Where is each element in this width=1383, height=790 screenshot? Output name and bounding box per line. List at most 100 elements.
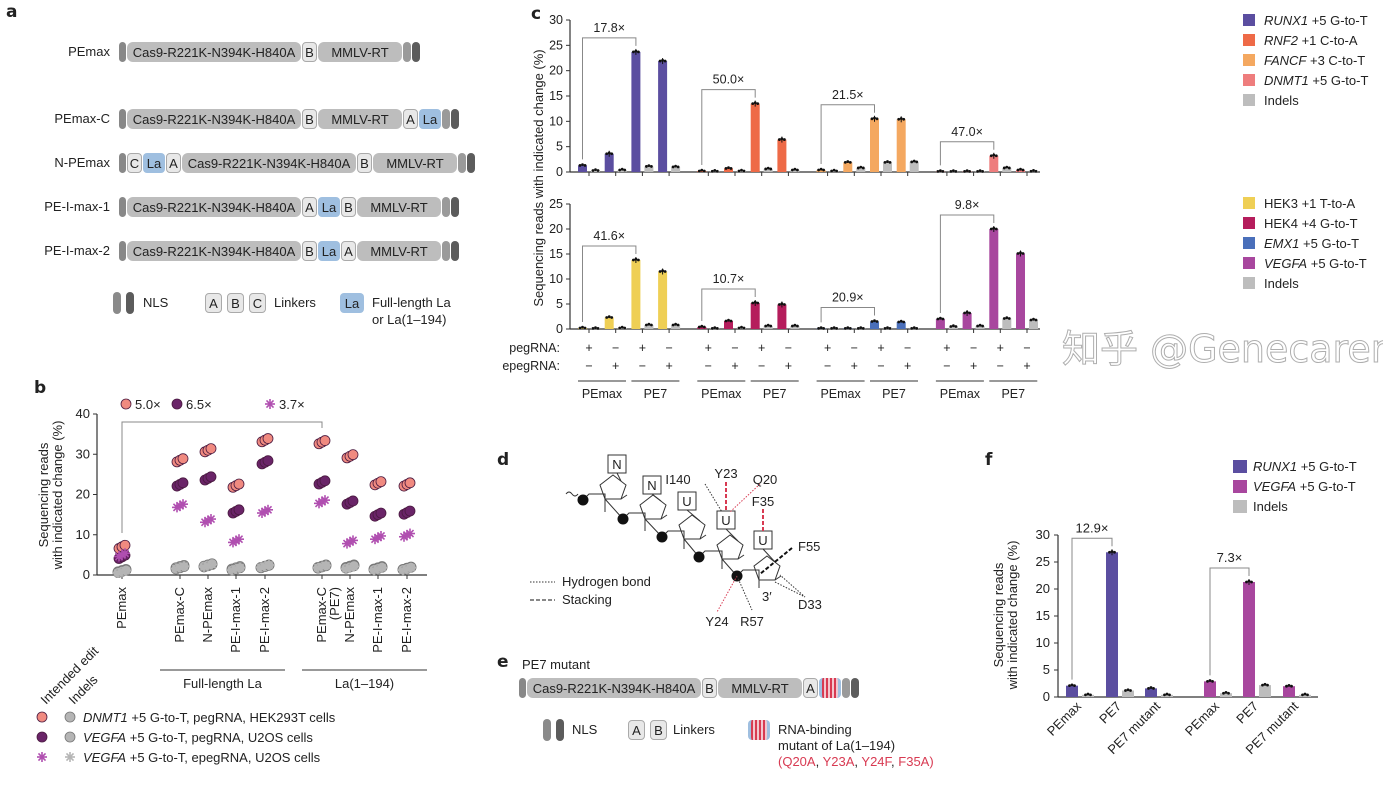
la-domain: La bbox=[143, 153, 165, 173]
replicate-dot bbox=[939, 169, 942, 173]
pegrna-sign: + bbox=[585, 341, 592, 355]
watermark: 知乎 @Genecarer bbox=[1061, 327, 1383, 372]
edit-bar bbox=[1204, 681, 1216, 697]
legend-la-box: La bbox=[340, 293, 364, 313]
replicate-dot bbox=[793, 167, 797, 171]
replicate-dot bbox=[936, 170, 940, 173]
replicate-dot bbox=[753, 300, 757, 304]
replicate-dot bbox=[783, 138, 786, 141]
replicate-dot bbox=[591, 169, 595, 172]
pegrna-sign: + bbox=[943, 341, 950, 355]
replicate-dot bbox=[1016, 252, 1020, 255]
replicate-dot bbox=[697, 325, 701, 329]
fold-change-label: 47.0× bbox=[951, 125, 983, 139]
linker-domain: B bbox=[357, 153, 372, 173]
category-label-text: N-PEmax bbox=[342, 587, 357, 643]
replicate-dot bbox=[783, 303, 786, 306]
category-label-text: PE-I-max-2 bbox=[399, 587, 414, 653]
hatched-circle-marker bbox=[347, 495, 359, 507]
replicate-dot bbox=[737, 326, 741, 330]
edit-bar bbox=[989, 229, 999, 329]
epegrna-sign: + bbox=[785, 359, 792, 373]
group-label: Full-length La bbox=[183, 676, 263, 691]
asterisk-stroke bbox=[65, 752, 75, 762]
replicate-dot bbox=[952, 324, 955, 328]
hatched-circle-marker bbox=[262, 455, 274, 467]
replicate-dot bbox=[915, 160, 919, 164]
replicate-dot bbox=[780, 302, 784, 306]
replicate-dot bbox=[992, 153, 996, 157]
replicate-dot bbox=[886, 326, 889, 329]
legend-nls-label: NLS bbox=[143, 295, 169, 310]
hatched-circle-marker bbox=[375, 507, 387, 519]
y-tick-label: 25 bbox=[549, 197, 563, 211]
replicate-dot bbox=[605, 316, 609, 319]
residue-d33: D33 bbox=[798, 597, 822, 612]
y-tick-label: 0 bbox=[1043, 689, 1050, 704]
indel-bar bbox=[948, 326, 958, 329]
replicate-dot bbox=[910, 160, 914, 164]
nls-icon bbox=[119, 153, 126, 173]
editor-label: PE7 bbox=[1001, 387, 1025, 401]
y-tick-label: 30 bbox=[1036, 527, 1050, 542]
replicate-dot bbox=[676, 165, 680, 169]
edit-bar bbox=[604, 317, 614, 329]
asterisk-stroke bbox=[405, 529, 415, 538]
mutation: Y23A bbox=[822, 754, 855, 769]
cas9-domain: Cas9-R221K-N394K-H840A bbox=[127, 197, 301, 217]
fold-change-bracket bbox=[582, 245, 637, 322]
indel-bar bbox=[1002, 167, 1012, 172]
fold-change-bracket bbox=[121, 421, 323, 533]
replicate-dot bbox=[764, 324, 768, 328]
replicate-dot bbox=[848, 160, 852, 164]
edit-bar bbox=[631, 260, 641, 329]
asterisk-stroke bbox=[264, 560, 274, 570]
legend-linkers-label: Linkers bbox=[673, 722, 715, 737]
legend-swatch bbox=[1243, 94, 1255, 106]
edit-bar bbox=[724, 168, 733, 172]
y-tick-label: 0 bbox=[556, 165, 563, 179]
replicate-dot bbox=[1019, 167, 1022, 171]
replicate-dot bbox=[888, 160, 892, 164]
pegrna-sign: − bbox=[904, 341, 911, 355]
asterisk-marker bbox=[235, 562, 245, 573]
mmlv-rt-domain: MMLV-RT bbox=[718, 678, 802, 698]
replicate-dot bbox=[594, 326, 597, 329]
nls-icon bbox=[519, 678, 526, 698]
linker-domain: A bbox=[302, 197, 317, 217]
y-tick-label: 5 bbox=[556, 297, 563, 311]
replicate-dot bbox=[1129, 689, 1132, 692]
hydrogen-bond-legend: Hydrogen bond bbox=[562, 574, 651, 589]
replicate-dot bbox=[978, 323, 982, 327]
legend-edit: +3 C-to-T bbox=[1306, 53, 1365, 68]
edit-bar bbox=[1016, 169, 1025, 172]
replicate-dot bbox=[899, 117, 903, 120]
replicate-dot bbox=[846, 326, 850, 329]
indel-bar bbox=[975, 326, 985, 329]
replicate-dot bbox=[915, 327, 919, 330]
y-axis-label: Sequencing reads with indicated change (… bbox=[531, 49, 546, 306]
y-tick-label: 15 bbox=[1036, 608, 1050, 623]
legend-indels: Indels bbox=[1264, 276, 1299, 291]
epegrna-sign: + bbox=[1023, 359, 1030, 373]
replicate-dot bbox=[817, 168, 820, 172]
base-box bbox=[607, 454, 627, 474]
asterisk-stroke bbox=[234, 535, 244, 544]
circle-marker bbox=[262, 433, 274, 444]
phosphate-dot bbox=[656, 531, 668, 543]
replicate-dot bbox=[591, 327, 595, 330]
epegrna-sign: − bbox=[877, 359, 884, 373]
legend-linker-b: B bbox=[650, 720, 667, 740]
category-label: N-PEmax bbox=[342, 587, 357, 643]
asterisk-stroke bbox=[376, 531, 386, 541]
replicate-dot bbox=[724, 319, 728, 323]
circle-marker bbox=[347, 449, 359, 461]
replicate-dot bbox=[981, 170, 984, 173]
asterisk-stroke bbox=[377, 563, 387, 572]
fold-change-bracket bbox=[820, 104, 875, 164]
la-domain: La bbox=[419, 109, 441, 129]
residue-r57: R57 bbox=[740, 614, 764, 629]
replicate-dot bbox=[1149, 686, 1153, 689]
replicate-dot bbox=[647, 322, 651, 326]
asterisk-stroke bbox=[321, 561, 331, 570]
